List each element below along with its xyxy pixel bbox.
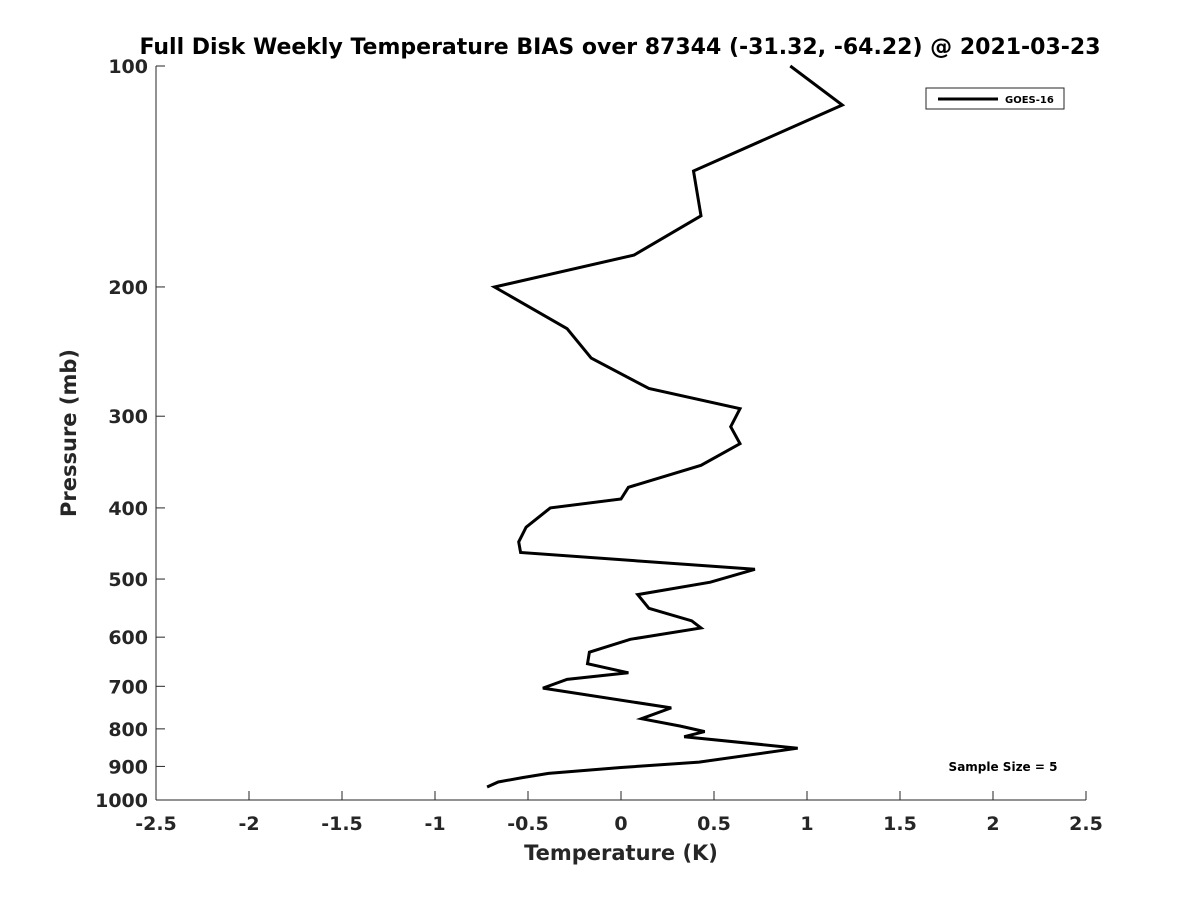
y-tick-label: 900 [108,756,148,778]
y-tick-label: 800 [108,719,148,741]
y-tick-label: 200 [108,277,148,299]
x-tick-label: 1 [800,813,813,835]
x-tick-label: 0 [614,813,627,835]
x-tick-label: -1.5 [321,813,363,835]
legend: GOES-16 [925,87,1065,110]
series-group [486,64,846,789]
y-tick-label: 100 [108,56,148,78]
x-tick-label: 0.5 [697,813,731,835]
y-tick-label: 500 [108,569,148,591]
y-axis-label: Pressure (mb) [57,349,81,517]
series-line-goes-16 [486,64,846,789]
y-tick-label: 600 [108,627,148,649]
x-tick-label: 1.5 [883,813,917,835]
y-tick-label: 400 [108,498,148,520]
sample-size-annotation: Sample Size = 5 [949,760,1058,774]
y-tick-label: 300 [108,406,148,428]
x-axis-label: Temperature (K) [524,841,718,865]
legend-label-goes-16: GOES-16 [1005,95,1054,106]
x-tick-label: 2.5 [1069,813,1103,835]
y-axis-ticks: 100 200 300 400 500 600 700 800 900 1000 [95,56,165,812]
chart-title: Full Disk Weekly Temperature BIAS over 8… [139,35,1100,60]
y-tick-label: 700 [108,676,148,698]
x-tick-label: 2 [986,813,999,835]
y-tick-label: 1000 [95,790,148,812]
x-tick-label: -0.5 [507,813,549,835]
x-tick-label: -1 [424,813,445,835]
x-axis-ticks: -2.5 -2 -1.5 -1 -0.5 0 0.5 1 1.5 2 2.5 [135,791,1103,835]
x-tick-label: -2.5 [135,813,177,835]
x-tick-label: -2 [238,813,259,835]
